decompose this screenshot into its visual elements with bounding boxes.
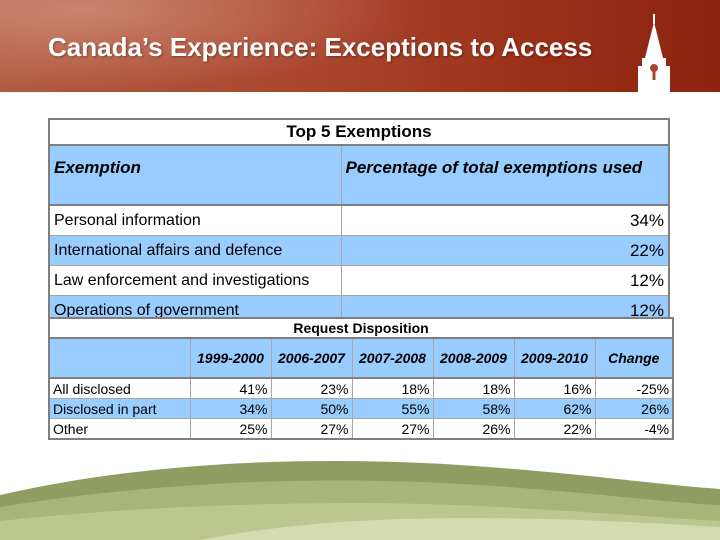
column-header-blank	[48, 337, 191, 379]
disposition-label: All disclosed	[48, 377, 191, 399]
slide-title: Canada’s Experience: Exceptions to Acces…	[48, 32, 593, 62]
top-exemptions-title: Top 5 Exemptions	[48, 118, 670, 146]
footer-decoration	[0, 460, 720, 540]
exemption-percentage: 12%	[340, 265, 670, 296]
column-header-year: 2006-2007	[270, 337, 353, 379]
table-row: Other 25% 27% 27% 26% 22% -4%	[48, 418, 674, 440]
table-cell: 25%	[189, 418, 272, 440]
request-disposition-table: Request Disposition 1999-2000 2006-2007 …	[48, 317, 675, 440]
disposition-label: Other	[48, 418, 191, 440]
table-row: Personal information 34%	[48, 204, 670, 236]
table-cell: 62%	[513, 398, 596, 419]
table-cell: 22%	[513, 418, 596, 440]
table-cell: 26%	[432, 418, 515, 440]
slide-header: Canada’s Experience: Exceptions to Acces…	[0, 0, 720, 92]
column-header-exemption: Exemption	[48, 144, 342, 206]
column-header-year: 2008-2009	[432, 337, 515, 379]
table-row: Disclosed in part 34% 50% 55% 58% 62% 26…	[48, 398, 674, 419]
column-header-year: 2007-2008	[351, 337, 434, 379]
table-cell: 58%	[432, 398, 515, 419]
table-cell: 50%	[270, 398, 353, 419]
table-cell: 23%	[270, 377, 353, 399]
request-disposition-title: Request Disposition	[48, 317, 674, 339]
table-cell: 27%	[351, 418, 434, 440]
disposition-label: Disclosed in part	[48, 398, 191, 419]
column-header-percentage: Percentage of total exemptions used	[340, 144, 670, 206]
table-row: Law enforcement and investigations 12%	[48, 265, 670, 296]
table-cell: 41%	[189, 377, 272, 399]
table-row: Operations of government 12%	[48, 295, 670, 327]
table-cell: 18%	[432, 377, 515, 399]
table-cell: 18%	[351, 377, 434, 399]
column-header-year: 1999-2000	[189, 337, 272, 379]
table-row: All disclosed 41% 23% 18% 18% 16% -25%	[48, 377, 674, 399]
exemption-percentage: 34%	[340, 204, 670, 236]
table-cell: 27%	[270, 418, 353, 440]
column-header-year: 2009-2010	[513, 337, 596, 379]
header-glow	[0, 0, 420, 92]
exemption-label: Personal information	[48, 204, 342, 236]
table-cell: 16%	[513, 377, 596, 399]
exemption-label: International affairs and defence	[48, 235, 342, 266]
top-exemptions-table: Top 5 Exemptions Exemption Percentage of…	[48, 118, 670, 327]
column-header-change: Change	[594, 337, 674, 379]
table-cell: -4%	[594, 418, 674, 440]
table-cell: 55%	[351, 398, 434, 419]
table-row: International affairs and defence 22%	[48, 235, 670, 266]
table-cell: 26%	[594, 398, 674, 419]
table-cell: -25%	[594, 377, 674, 399]
table-cell: 34%	[189, 398, 272, 419]
tower-icon	[638, 14, 670, 92]
exemption-percentage: 22%	[340, 235, 670, 266]
exemption-label: Law enforcement and investigations	[48, 265, 342, 296]
